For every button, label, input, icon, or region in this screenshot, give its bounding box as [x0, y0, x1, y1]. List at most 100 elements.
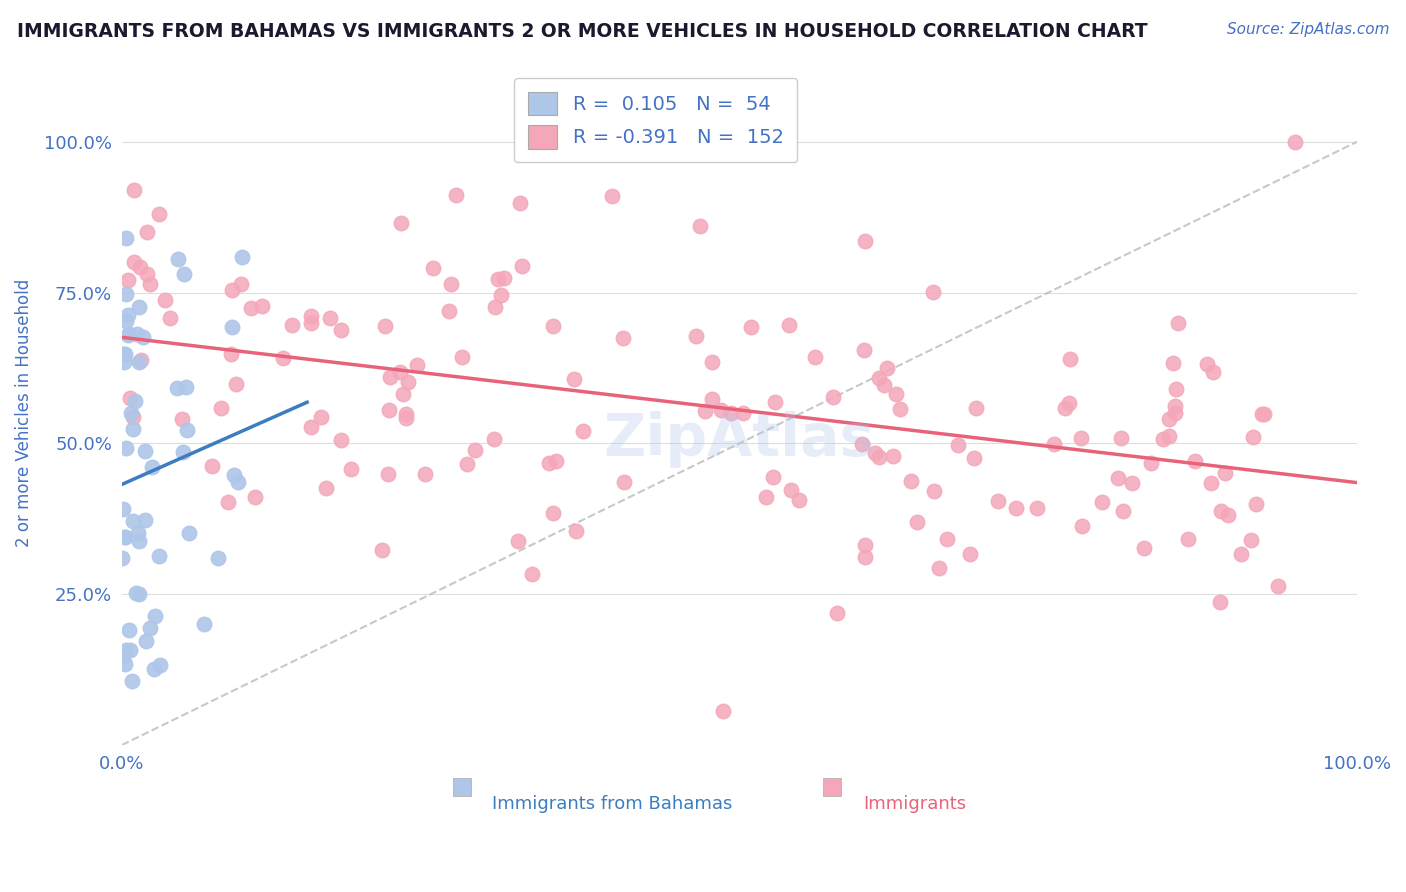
Point [1070, 519, 1092, 533]
Point [114, 530, 136, 544]
Point [763, 395, 786, 409]
Point [695, 404, 717, 418]
Point [114, 657, 136, 671]
Point [922, 483, 945, 498]
Point [868, 450, 890, 464]
Point [464, 442, 486, 457]
Text: ZipAtlas: ZipAtlas [603, 411, 875, 468]
Point [1244, 497, 1267, 511]
Point [239, 301, 262, 315]
Point [422, 261, 444, 276]
Point [117, 273, 139, 287]
Point [450, 350, 472, 364]
Point [271, 351, 294, 366]
Point [520, 566, 543, 581]
Point [685, 329, 707, 343]
Point [176, 423, 198, 437]
Point [394, 411, 416, 425]
Point [456, 458, 478, 472]
Point [226, 475, 249, 489]
Point [700, 355, 723, 369]
Point [720, 405, 742, 419]
Point [1166, 382, 1188, 396]
Point [1209, 504, 1232, 518]
Point [1202, 365, 1225, 379]
Point [121, 673, 143, 688]
Point [172, 445, 194, 459]
Point [111, 550, 134, 565]
Point [132, 330, 155, 344]
Point [117, 308, 139, 322]
Text: Immigrants from Bahamas: Immigrants from Bahamas [492, 795, 733, 813]
Point [486, 271, 509, 285]
Point [572, 424, 595, 438]
Point [492, 271, 515, 285]
Point [882, 449, 904, 463]
Point [1163, 406, 1185, 420]
Point [825, 606, 848, 620]
Point [179, 525, 201, 540]
Point [744, 104, 766, 119]
Point [120, 643, 142, 657]
Point [710, 403, 733, 417]
Point [389, 216, 412, 230]
Point [111, 501, 134, 516]
Point [229, 277, 252, 292]
Point [1177, 532, 1199, 546]
Point [318, 311, 340, 326]
Point [128, 586, 150, 600]
Point [129, 353, 152, 368]
Point [193, 616, 215, 631]
Point [217, 495, 239, 509]
Point [537, 457, 560, 471]
Point [413, 467, 436, 482]
Point [120, 406, 142, 420]
Point [142, 661, 165, 675]
Point [139, 621, 162, 635]
Point [1253, 407, 1275, 421]
Point [221, 319, 243, 334]
Point [112, 355, 135, 369]
Point [122, 183, 145, 197]
Point [928, 561, 950, 575]
Point [1195, 357, 1218, 371]
Point [562, 372, 585, 386]
Point [437, 304, 460, 318]
Point [135, 634, 157, 648]
Point [755, 490, 778, 504]
Point [851, 437, 873, 451]
Point [125, 326, 148, 341]
Point [115, 314, 138, 328]
Point [1284, 135, 1306, 149]
Point [377, 467, 399, 482]
Point [166, 252, 188, 267]
Point [153, 293, 176, 308]
Point [1133, 541, 1156, 555]
Point [711, 704, 734, 718]
Point [1109, 431, 1132, 445]
Point [329, 323, 352, 337]
Point [243, 490, 266, 504]
Point [482, 432, 505, 446]
Point [959, 547, 981, 561]
Point [1209, 595, 1232, 609]
Point [733, 406, 755, 420]
Point [128, 534, 150, 549]
Point [141, 459, 163, 474]
Point [700, 392, 723, 407]
Point [374, 318, 396, 333]
Point [148, 207, 170, 221]
Point [117, 327, 139, 342]
Point [121, 409, 143, 424]
Point [174, 380, 197, 394]
Point [489, 288, 512, 302]
Point [546, 454, 568, 468]
Point [1251, 407, 1274, 421]
Point [112, 347, 135, 361]
Point [309, 409, 332, 424]
Point [281, 318, 304, 333]
Point [135, 268, 157, 282]
Point [1230, 548, 1253, 562]
Point [762, 470, 785, 484]
Point [444, 187, 467, 202]
